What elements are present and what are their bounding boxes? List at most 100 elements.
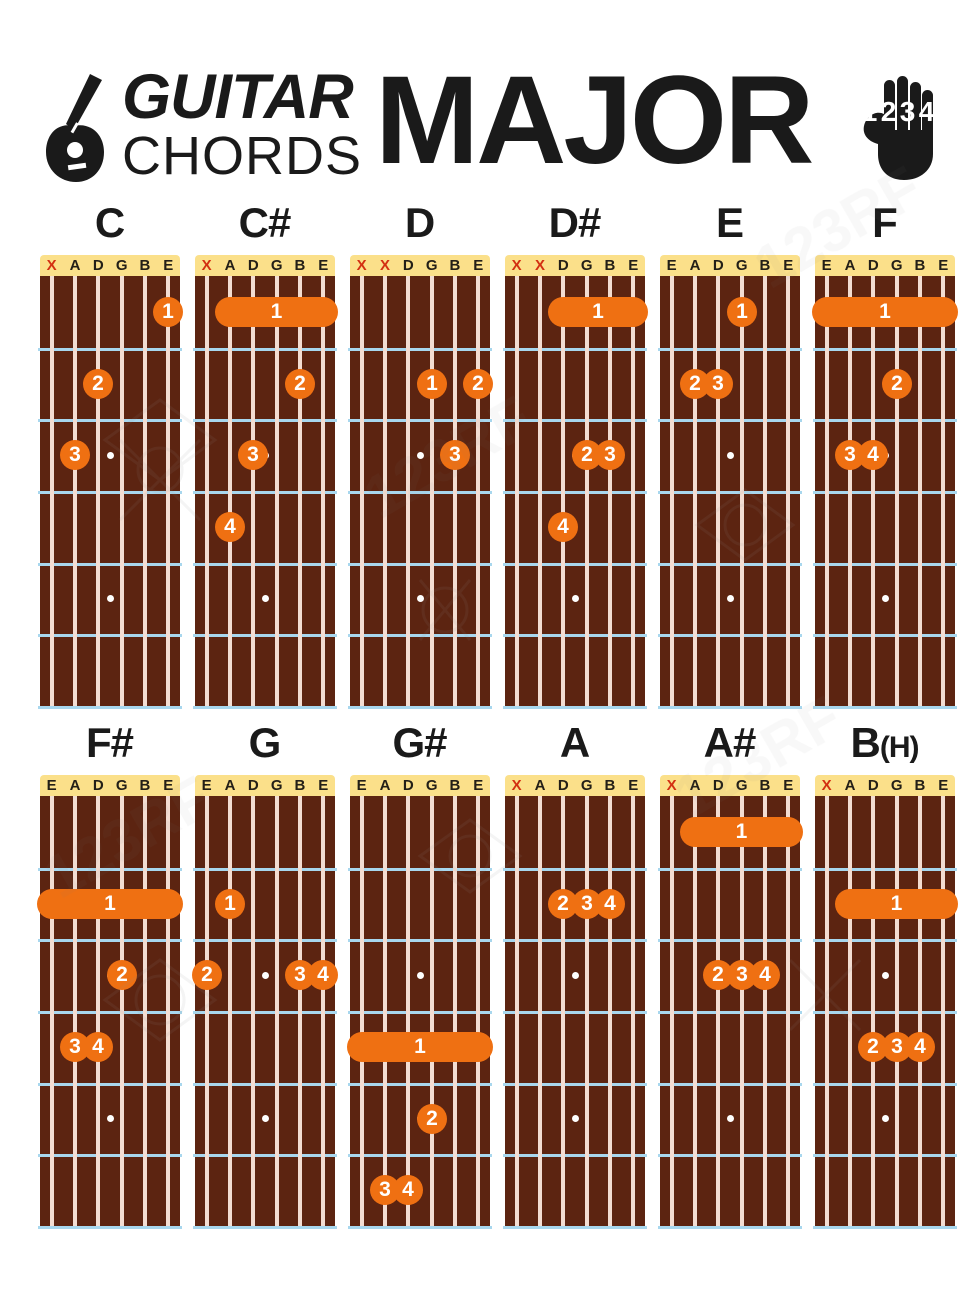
guitar-string [871,276,875,706]
guitar-string [430,796,434,1226]
guitar-string [918,796,922,1226]
guitar-string [538,796,542,1226]
fret-inlay-dot [727,595,734,602]
chord-diagram-b[interactable]: B(H) X A D G B E 1 2 3 4 [807,720,962,1230]
finger-marker[interactable]: 1 [153,297,183,327]
chord-diagram-asharp[interactable]: A# X A D G B E 1 2 3 4 [652,720,807,1230]
finger-marker[interactable]: 2 [192,960,222,990]
guitar-string [453,796,457,1226]
finger-marker[interactable]: 1 [417,369,447,399]
finger-marker[interactable]: 2 [703,960,733,990]
finger-marker[interactable]: 4 [595,889,625,919]
guitar-string [120,796,124,1226]
guitar-string [918,276,922,706]
finger-marker[interactable]: 3 [703,369,733,399]
finger-marker[interactable]: 4 [308,960,338,990]
finger-marker[interactable]: 4 [858,440,888,470]
fret-line [38,491,182,494]
string-label: E [163,257,174,274]
finger-marker[interactable]: 4 [83,1032,113,1062]
fret-line [813,1154,957,1157]
finger-marker[interactable]: 4 [750,960,780,990]
finger-marker[interactable]: 3 [238,440,268,470]
guitar-string [941,276,945,706]
chord-diagram-gsharp[interactable]: G# E A D G B E 1 2 3 4 [342,720,497,1230]
finger-marker[interactable]: 1 [215,889,245,919]
finger-marker[interactable]: 3 [595,440,625,470]
fret-line [38,563,182,566]
barre-marker[interactable]: 1 [835,889,958,919]
fret-inlay-dot [107,1115,114,1122]
chord-diagram-dsharp[interactable]: D# X X D G B E 1 2 3 4 [497,200,652,710]
barre-marker[interactable]: 1 [37,889,183,919]
finger-marker[interactable]: 2 [882,369,912,399]
finger-marker[interactable]: 4 [215,512,245,542]
finger-marker[interactable]: 2 [107,960,137,990]
fret-inlay-dot [727,452,734,459]
finger-marker[interactable]: 2 [83,369,113,399]
muted-string-marker: X [356,257,367,274]
fret-line [658,563,802,566]
finger-marker[interactable]: 1 [727,297,757,327]
chord-name-label: F [872,199,898,246]
string-label: E [46,777,57,794]
guitar-string [453,276,457,706]
fret-line [38,348,182,351]
finger-marker[interactable]: 2 [285,369,315,399]
fret-line [658,1083,802,1086]
finger-marker[interactable]: 4 [393,1175,423,1205]
string-label: G [890,777,903,794]
barre-marker[interactable]: 1 [812,297,958,327]
finger-marker[interactable]: 3 [60,440,90,470]
fret-inlay-dot [262,972,269,979]
barre-marker[interactable]: 1 [548,297,648,327]
guitar-string [895,796,899,1226]
finger-marker[interactable]: 2 [463,369,493,399]
barre-marker[interactable]: 1 [347,1032,493,1062]
finger-marker[interactable]: 4 [548,512,578,542]
hand-icon [856,72,940,184]
finger-marker[interactable]: 3 [440,440,470,470]
fret-line [348,634,492,637]
fret-line [38,868,182,871]
string-label: G [425,777,438,794]
barre-marker[interactable]: 1 [215,297,338,327]
guitar-string [848,796,852,1226]
string-label: G [425,257,438,274]
guitar-string [561,796,565,1226]
string-label: D [402,257,414,274]
guitar-string [740,796,744,1226]
finger-marker[interactable]: 2 [417,1104,447,1134]
finger-marker[interactable]: 4 [905,1032,935,1062]
guitar-string [825,276,829,706]
chord-diagram-fsharp[interactable]: F# E A D G B E 1 2 3 4 [32,720,187,1230]
string-label: E [163,777,174,794]
string-label: B [449,257,461,274]
fret-line [38,1154,182,1157]
fret-inlay-dot [882,595,889,602]
guitar-string [895,276,899,706]
chord-name-label: G# [392,719,447,766]
guitar-string [763,796,767,1226]
guitar-string [73,796,77,1226]
barre-marker[interactable]: 1 [680,817,803,847]
fret-line [813,1226,957,1229]
guitar-string [96,796,100,1226]
fret-line [503,939,647,942]
fret-line [503,706,647,709]
fret-line [348,868,492,871]
string-label: B [604,777,616,794]
chord-diagram-csharp[interactable]: C# X A D G B E 1 2 3 4 [187,200,342,710]
fret-inlay-dot [417,452,424,459]
string-label: E [938,257,949,274]
